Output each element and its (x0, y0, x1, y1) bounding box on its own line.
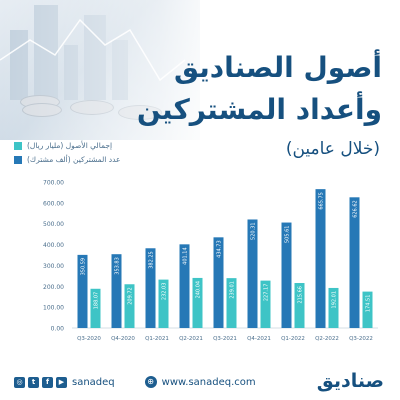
legend-swatch-subscribers (14, 155, 22, 164)
data-label-assets: 239.01 (230, 281, 236, 299)
data-label-subscribers: 434.73 (217, 240, 223, 258)
page-subtitle: (خلال عامين) (285, 139, 380, 159)
legend-label-subscribers: عدد المشتركين (ألف مشترك) (27, 155, 121, 164)
y-tick-label: 700.00 (43, 180, 64, 187)
bar-assets (294, 283, 305, 328)
x-tick-label: Q1-2021 (145, 336, 169, 342)
data-label-subscribers: 665.75 (319, 192, 325, 210)
website-link[interactable]: ⊕ www.sanadeq.com (144, 376, 256, 388)
bar-subscribers (111, 254, 122, 328)
bar-assets (328, 287, 339, 328)
y-tick-label: 400.00 (43, 242, 64, 249)
facebook-icon[interactable]: f (42, 376, 53, 388)
data-label-assets: 240.04 (196, 281, 202, 299)
brand-logo: صناديق (317, 370, 384, 392)
x-tick-label: Q2-2022 (315, 336, 339, 342)
legend-item-subscribers: عدد المشتركين (ألف مشترك) (14, 155, 154, 164)
chart-legend: إجمالي الأصول (مليار ريال) عدد المشتركين… (14, 141, 154, 169)
bar-subscribers (213, 237, 224, 328)
data-label-assets: 215.66 (298, 286, 304, 304)
data-label-subscribers: 505.61 (285, 226, 291, 244)
y-tick-label: 600.00 (43, 200, 64, 207)
x-tick-label: Q1-2022 (281, 336, 305, 342)
instagram-icon[interactable]: ◎ (14, 376, 25, 388)
bar-assets (362, 291, 373, 328)
y-tick-label: 0.00 (51, 326, 65, 333)
y-tick-label: 300.00 (43, 263, 64, 270)
legend-swatch-assets (14, 141, 22, 150)
x-tick-label: Q4-2020 (111, 336, 135, 342)
data-label-assets: 188.07 (94, 292, 100, 310)
x-tick-label: Q3-2022 (349, 336, 373, 342)
bar-subscribers (77, 254, 88, 328)
website-text: www.sanadeq.com (161, 376, 256, 388)
globe-icon: ⊕ (144, 376, 157, 388)
x-tick-label: Q3-2020 (77, 336, 101, 342)
page-title-line-2: وأعداد المشتركين (136, 93, 382, 126)
data-label-assets: 192.01 (332, 291, 338, 309)
bar-assets (124, 284, 135, 328)
data-label-subscribers: 520.31 (251, 222, 257, 240)
youtube-icon[interactable]: ▶ (56, 376, 67, 388)
x-tick-label: Q3-2021 (213, 336, 237, 342)
y-tick-label: 200.00 (43, 284, 64, 291)
social-handle: sanadeq (72, 376, 115, 388)
bar-assets (226, 278, 237, 328)
data-label-assets: 209.72 (128, 287, 134, 305)
data-label-subscribers: 401.14 (183, 247, 189, 265)
y-tick-label: 500.00 (43, 221, 64, 228)
legend-label-assets: إجمالي الأصول (مليار ريال) (27, 141, 113, 150)
social-icons: ◎ t f ▶ (14, 376, 67, 388)
bar-chart: 700.00 600.00 500.00 400.00 300.00 200.00 100.… (43, 180, 378, 342)
bar-subscribers (145, 248, 156, 328)
page-title-line-1: أصول الصناديق (173, 51, 382, 84)
legend-item-assets: إجمالي الأصول (مليار ريال) (14, 141, 154, 150)
data-label-subscribers: 353.83 (115, 257, 121, 275)
y-tick-label: 100.00 (43, 305, 64, 312)
data-label-subscribers: 350.59 (81, 258, 87, 276)
bar-assets (260, 280, 271, 328)
data-label-assets: 174.51 (366, 295, 372, 313)
bar-subscribers (281, 222, 292, 328)
data-label-assets: 227.17 (264, 284, 270, 302)
bar-assets (90, 288, 101, 328)
bar-subscribers (179, 244, 190, 328)
twitter-icon[interactable]: t (28, 376, 39, 388)
bar-subscribers (247, 219, 258, 328)
header-fade (0, 0, 400, 175)
footer: ◎ t f ▶ sanadeq ⊕ www.sanadeq.com صناديق (0, 364, 400, 400)
bar-subscribers (315, 189, 326, 328)
data-label-subscribers: 382.25 (149, 251, 155, 268)
data-label-assets: 232.03 (162, 283, 168, 301)
x-tick-label: Q2-2021 (179, 336, 203, 342)
data-label-subscribers: 626.62 (353, 200, 359, 217)
bar-subscribers (349, 197, 360, 328)
bar-assets (192, 277, 203, 328)
bar-assets (158, 279, 169, 328)
x-tick-label: Q4-2021 (247, 336, 271, 342)
brand-logo-text: صناديق (316, 370, 384, 392)
